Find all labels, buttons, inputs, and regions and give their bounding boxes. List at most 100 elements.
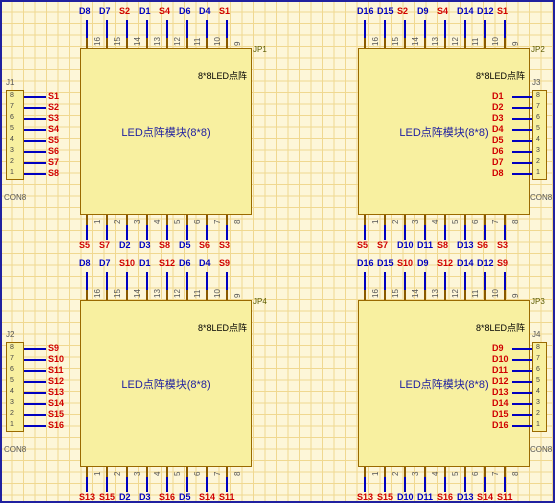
pin-stub: [504, 215, 506, 225]
panel-tr: 8*8LED点阵LED点阵模块(8*8)JP216D1615D1514S213D…: [278, 0, 553, 250]
net-label: S5: [79, 240, 90, 250]
pin-stub: [146, 38, 148, 48]
connector-pin-number: 5: [10, 377, 14, 384]
connector-pin-number: 4: [536, 388, 540, 395]
jp-ref: JP3: [531, 297, 545, 306]
wire: [512, 162, 532, 164]
net-label: D14: [457, 6, 474, 16]
pin-stub: [186, 290, 188, 300]
wire: [106, 477, 108, 492]
pin-number: 2: [113, 220, 122, 224]
connector-pin-number: 8: [536, 92, 540, 99]
net-label: S15: [99, 492, 115, 502]
net-label: S16: [437, 492, 453, 502]
net-label: D13: [457, 240, 474, 250]
pin-stub: [364, 38, 366, 48]
net-label: D12: [477, 6, 494, 16]
pin-stub: [146, 467, 148, 477]
pin-number: 3: [133, 220, 142, 224]
net-label: S14: [477, 492, 493, 502]
wire: [126, 20, 128, 38]
jp-ref: JP1: [253, 45, 267, 54]
wire: [86, 477, 88, 492]
net-label: D8: [79, 6, 91, 16]
wire: [106, 272, 108, 290]
wire: [424, 477, 426, 492]
pin-number: 9: [511, 42, 520, 46]
pin-number: 4: [153, 220, 162, 224]
net-label: S13: [357, 492, 373, 502]
panel-bl: 8*8LED点阵LED点阵模块(8*8)JP416D815D714S1013D1…: [0, 252, 275, 502]
wire: [226, 477, 228, 492]
connector-pin-number: 7: [10, 103, 14, 110]
net-label: D16: [357, 258, 374, 268]
pin-stub: [484, 38, 486, 48]
pin-stub: [86, 38, 88, 48]
net-label: D14: [492, 398, 509, 408]
wire: [424, 20, 426, 38]
pin-stub: [364, 215, 366, 225]
net-label: D13: [457, 492, 474, 502]
pin-number: 1: [371, 220, 380, 224]
net-label: D6: [492, 146, 504, 156]
wire: [512, 414, 532, 416]
pin-number: 15: [113, 289, 122, 298]
wire: [512, 173, 532, 175]
wire: [444, 477, 446, 492]
connector-left: [6, 342, 24, 432]
net-label: D12: [477, 258, 494, 268]
net-label: S11: [497, 492, 513, 502]
pin-number: 1: [93, 472, 102, 476]
pin-stub: [444, 467, 446, 477]
net-label: S15: [377, 492, 393, 502]
net-label: S3: [497, 240, 508, 250]
pin-stub: [384, 215, 386, 225]
pin-number: 15: [391, 37, 400, 46]
pin-stub: [106, 38, 108, 48]
connector-pin-number: 1: [536, 421, 540, 428]
pin-stub: [206, 38, 208, 48]
connector-pin-number: 1: [10, 169, 14, 176]
wire: [24, 403, 46, 405]
wire: [126, 225, 128, 240]
wire: [512, 96, 532, 98]
net-label: D10: [397, 240, 414, 250]
wire: [166, 225, 168, 240]
wire: [206, 20, 208, 38]
wire: [512, 151, 532, 153]
connector-pin-number: 4: [536, 136, 540, 143]
net-label: S16: [48, 420, 64, 430]
connector-ref: J1: [6, 78, 14, 87]
pin-number: 8: [511, 472, 520, 476]
pin-number: 6: [471, 472, 480, 476]
pin-stub: [424, 467, 426, 477]
wire: [404, 272, 406, 290]
wire: [24, 151, 46, 153]
net-label: S8: [48, 168, 59, 178]
wire: [444, 272, 446, 290]
net-label: D3: [139, 492, 151, 502]
wire: [364, 20, 366, 38]
net-label: D4: [492, 124, 504, 134]
panel-tl: 8*8LED点阵LED点阵模块(8*8)JP116D815D714S213D11…: [0, 0, 275, 250]
wire: [206, 272, 208, 290]
net-label: S12: [159, 258, 175, 268]
net-label: S2: [48, 102, 59, 112]
pin-stub: [126, 215, 128, 225]
net-label: S6: [199, 240, 210, 250]
pin-stub: [106, 290, 108, 300]
net-label: S9: [497, 258, 508, 268]
net-label: S1: [497, 6, 508, 16]
pin-stub: [126, 290, 128, 300]
net-label: D11: [417, 240, 433, 250]
pin-number: 5: [173, 472, 182, 476]
net-label: S13: [48, 387, 64, 397]
wire: [24, 359, 46, 361]
net-label: D6: [179, 6, 191, 16]
connector-pin-number: 6: [10, 114, 14, 121]
pin-stub: [464, 215, 466, 225]
pin-number: 4: [431, 220, 440, 224]
wire: [206, 225, 208, 240]
net-label: D1: [492, 91, 504, 101]
pin-number: 7: [213, 220, 222, 224]
